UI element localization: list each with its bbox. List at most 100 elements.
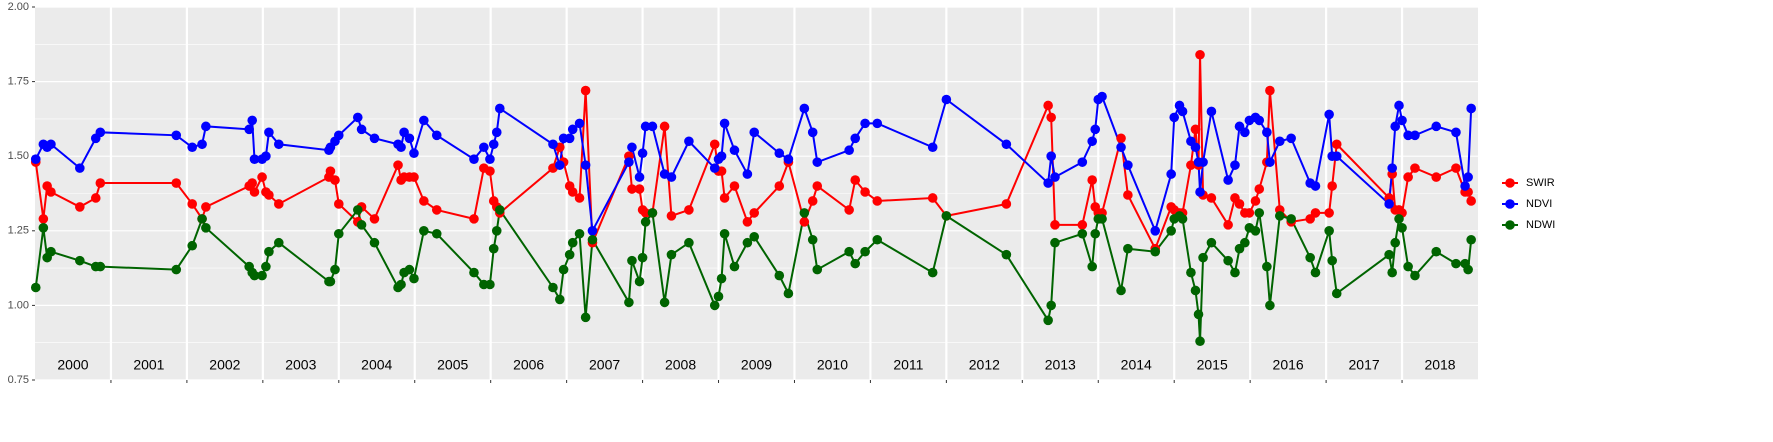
- data-point: [404, 133, 415, 144]
- year-label: 2016: [1273, 357, 1304, 373]
- data-point: [1390, 121, 1401, 132]
- data-point: [1466, 196, 1476, 206]
- year-label: 2018: [1424, 357, 1455, 373]
- data-point: [1387, 163, 1397, 173]
- data-point: [574, 228, 585, 239]
- legend-key-point: [1505, 178, 1515, 188]
- data-point: [659, 121, 670, 132]
- data-point: [1198, 252, 1208, 263]
- data-point: [356, 124, 367, 135]
- data-point: [1177, 106, 1188, 117]
- data-point: [1206, 193, 1217, 203]
- data-point: [624, 297, 634, 308]
- year-label: 2012: [969, 357, 1000, 373]
- data-point: [30, 154, 41, 164]
- data-point: [431, 205, 442, 215]
- year-label: 2008: [665, 357, 696, 373]
- data-point: [742, 217, 753, 227]
- data-point: [799, 103, 810, 114]
- data-point: [719, 118, 730, 129]
- data-point: [807, 127, 818, 138]
- data-point: [554, 294, 565, 305]
- data-point: [1001, 249, 1012, 260]
- data-point: [1087, 136, 1097, 147]
- data-point: [330, 264, 340, 275]
- data-point: [1195, 187, 1205, 197]
- data-point: [30, 282, 41, 293]
- data-point: [860, 187, 870, 197]
- data-point: [1254, 184, 1265, 194]
- data-point: [419, 226, 429, 236]
- data-point: [485, 154, 495, 164]
- data-point: [1466, 103, 1476, 114]
- data-point: [1090, 228, 1101, 239]
- data-point: [927, 267, 938, 278]
- data-point: [627, 255, 637, 266]
- data-point: [1331, 139, 1342, 150]
- data-point: [634, 276, 645, 287]
- data-point: [1087, 175, 1097, 185]
- data-point: [872, 196, 883, 206]
- data-point: [850, 175, 861, 185]
- data-point: [95, 261, 106, 272]
- data-point: [1254, 208, 1265, 218]
- year-label: 2009: [741, 357, 772, 373]
- data-point: [1090, 124, 1101, 135]
- legend-key-point: [1505, 199, 1515, 209]
- data-point: [637, 148, 648, 159]
- data-point: [197, 139, 207, 150]
- data-point: [812, 157, 823, 167]
- data-point: [554, 160, 565, 170]
- data-point: [850, 133, 861, 144]
- data-point: [1324, 208, 1334, 218]
- data-point: [666, 211, 677, 221]
- data-point: [749, 127, 760, 138]
- data-point: [75, 255, 85, 266]
- data-point: [574, 193, 585, 203]
- data-point: [1206, 106, 1217, 117]
- data-point: [1050, 220, 1060, 230]
- data-point: [369, 133, 380, 144]
- data-point: [1310, 208, 1321, 218]
- data-point: [1123, 190, 1133, 200]
- data-point: [567, 237, 578, 248]
- data-point: [1431, 246, 1442, 257]
- data-point: [485, 166, 495, 176]
- data-point: [1324, 109, 1334, 120]
- data-point: [1250, 196, 1261, 206]
- data-point: [491, 226, 502, 236]
- data-point: [567, 124, 578, 135]
- data-point: [567, 187, 578, 197]
- data-point: [330, 175, 340, 185]
- data-point: [249, 154, 260, 164]
- data-point: [1244, 208, 1255, 218]
- data-point: [1327, 255, 1337, 266]
- data-point: [1123, 160, 1133, 170]
- data-point: [187, 199, 198, 209]
- data-point: [637, 252, 648, 263]
- data-point: [1190, 285, 1201, 296]
- data-point: [1331, 151, 1342, 161]
- data-point: [1193, 309, 1204, 320]
- data-point: [580, 160, 591, 170]
- data-point: [75, 202, 85, 212]
- data-point: [860, 118, 870, 129]
- data-point: [1046, 300, 1056, 311]
- data-point: [659, 297, 670, 308]
- data-point: [1097, 214, 1107, 224]
- legend-key-point: [1505, 220, 1515, 230]
- data-point: [634, 172, 645, 182]
- data-point: [684, 205, 694, 215]
- data-point: [1050, 237, 1060, 248]
- data-point: [75, 163, 85, 173]
- data-point: [1262, 127, 1272, 138]
- year-label: 2002: [209, 357, 240, 373]
- data-point: [799, 208, 810, 218]
- data-point: [1463, 264, 1473, 275]
- data-point: [729, 261, 740, 272]
- data-point: [273, 237, 284, 248]
- data-point: [1223, 255, 1233, 266]
- data-point: [249, 270, 260, 281]
- data-point: [574, 118, 585, 129]
- data-point: [247, 115, 258, 126]
